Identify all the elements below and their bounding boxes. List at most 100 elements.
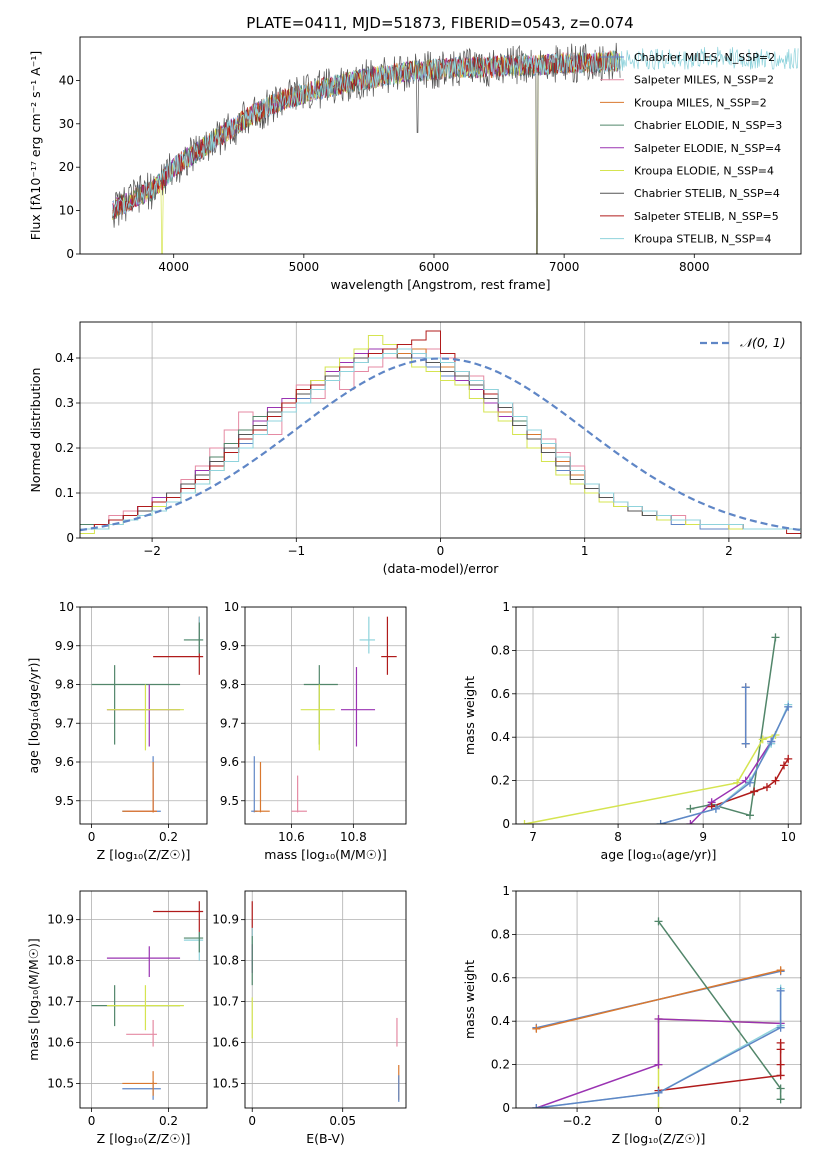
x-tick-label: 6000 — [419, 260, 450, 274]
x-tick-label: 0.2 — [730, 1114, 749, 1128]
axes-frame — [515, 890, 802, 1109]
weight-line — [660, 706, 789, 824]
x-tick-label: 0 — [248, 1114, 256, 1128]
y-tick-label: 10.5 — [47, 1076, 74, 1090]
weight-marker — [741, 683, 750, 692]
y-tick-label: 10.5 — [212, 1076, 239, 1090]
weight-marker — [771, 633, 780, 642]
y-tick-label: 9.5 — [55, 794, 74, 808]
x-tick-label: 0.2 — [159, 1114, 178, 1128]
weight-marker — [776, 1060, 785, 1069]
y-tick-label: 9.8 — [55, 678, 74, 692]
legend-entry: 𝒩(0, 1) — [740, 335, 786, 350]
legend-entry: Chabrier ELODIE, N_SSP=3 — [634, 119, 782, 132]
y-axis-label: Flux [fλ10⁻¹⁷ erg cm⁻² s⁻¹ A⁻¹] — [28, 51, 43, 240]
y-tick-label: 10.6 — [212, 1035, 239, 1049]
x-tick-label: 10.8 — [340, 830, 367, 844]
plot-area — [80, 891, 207, 1108]
weight-marker — [654, 917, 663, 926]
x-tick-label: 10 — [781, 830, 796, 844]
plot-area — [516, 607, 801, 824]
y-axis-label: Normed distribution — [28, 368, 43, 493]
y-tick-label: 1 — [502, 884, 510, 898]
weight-marker — [532, 1104, 541, 1108]
weight-marker — [686, 820, 695, 824]
legend-entry: Chabrier MILES, N_SSP=2 — [634, 51, 775, 64]
weight-line — [536, 1018, 781, 1108]
weight-marker — [784, 702, 793, 711]
weight-line — [660, 704, 789, 824]
y-tick-label: 9.6 — [55, 755, 74, 769]
x-tick-label: 5000 — [289, 260, 320, 274]
weight-marker — [758, 735, 767, 744]
weight-marker — [776, 966, 785, 975]
weight-marker — [654, 1015, 663, 1024]
weight-marker — [686, 804, 695, 813]
y-axis-label: age [log₁₀(age/yr)] — [26, 658, 41, 774]
y-tick-label: 0.6 — [491, 971, 510, 985]
weight-marker — [520, 820, 529, 824]
y-tick-label: 10 — [59, 600, 74, 614]
x-tick-label: 7 — [529, 830, 537, 844]
x-tick-label: −2 — [143, 544, 161, 558]
weight-marker — [776, 1084, 785, 1093]
y-tick-label: 10 — [224, 600, 239, 614]
x-tick-label: −1 — [287, 544, 305, 558]
legend-entry: Salpeter STELIB, N_SSP=5 — [634, 210, 779, 223]
y-tick-label: 0.2 — [491, 1058, 510, 1072]
axes-frame — [244, 890, 407, 1109]
plot-area — [245, 891, 406, 1108]
histogram-step — [80, 348, 801, 538]
weight-marker — [767, 737, 776, 746]
legend-entry: Kroupa ELODIE, N_SSP=4 — [634, 165, 774, 178]
y-tick-label: 9.6 — [220, 755, 239, 769]
y-tick-label: 0 — [66, 247, 74, 261]
y-tick-label: 0.2 — [491, 774, 510, 788]
legend-entry: Salpeter ELODIE, N_SSP=4 — [634, 142, 781, 155]
figure-title: PLATE=0411, MJD=51873, FIBERID=0543, z=0… — [246, 14, 633, 32]
x-axis-label: Z [log₁₀(Z/Z☉)] — [97, 1131, 191, 1146]
plot-area — [112, 42, 799, 254]
weight-marker — [784, 754, 793, 763]
x-axis-label: wavelength [Angstrom, rest frame] — [330, 277, 550, 292]
x-tick-label: 8 — [614, 830, 622, 844]
y-tick-label: 0 — [502, 1101, 510, 1115]
plot-area — [245, 607, 406, 824]
x-tick-label: −0.2 — [563, 1114, 592, 1128]
weight-marker — [741, 739, 750, 748]
x-tick-label: 0.2 — [159, 830, 178, 844]
x-tick-label: 8000 — [679, 260, 710, 274]
x-axis-label: mass [log₁₀(M/M☉)] — [264, 847, 386, 862]
weight-marker — [656, 820, 665, 824]
legend-entry: Salpeter MILES, N_SSP=2 — [634, 74, 774, 87]
y-tick-label: 0.4 — [491, 1014, 510, 1028]
x-axis-label: Z [log₁₀(Z/Z☉)] — [97, 847, 191, 862]
weight-marker — [771, 776, 780, 785]
x-tick-label: 2 — [725, 544, 733, 558]
plot-area — [516, 891, 801, 1108]
weight-line — [524, 734, 776, 824]
panel-6: 0 0.05 10.5 10.6 10.7 10.8 10.9 E(B-V) — [212, 890, 407, 1146]
panel-4: 7 8 9 10 0 0.2 0.4 0.6 0.8 1 age [log₁₀(age/yr)] ma… — [462, 600, 802, 862]
y-tick-label: 0.3 — [55, 396, 74, 410]
y-tick-label: 20 — [59, 160, 74, 174]
panel-1: −2 −1 0 1 2 0 0.1 0.2 0.3 0.4 (data-model)/error No… — [28, 321, 802, 576]
legend-entry: Kroupa STELIB, N_SSP=4 — [634, 233, 772, 246]
weight-marker — [654, 1060, 663, 1069]
panel-7: −0.2 0 0.2 0 0.2 0.4 0.6 0.8 1 Z [log₁₀(Z/Z☉)] mas… — [462, 884, 802, 1146]
weight-marker — [776, 1095, 785, 1104]
axes-frame — [244, 606, 407, 825]
axes-frame — [515, 606, 802, 825]
x-tick-label: 1 — [581, 544, 589, 558]
weight-line — [690, 637, 777, 817]
weight-marker — [776, 1071, 785, 1080]
legend-entry: Kroupa MILES, N_SSP=2 — [634, 96, 767, 109]
y-tick-label: 10.8 — [47, 954, 74, 968]
normal-curve — [80, 357, 801, 532]
x-axis-label: Z [log₁₀(Z/Z☉)] — [612, 1131, 706, 1146]
plot-area — [80, 607, 207, 824]
y-tick-label: 0.4 — [491, 730, 510, 744]
x-tick-label: 0 — [437, 544, 445, 558]
y-tick-label: 0.1 — [55, 486, 74, 500]
